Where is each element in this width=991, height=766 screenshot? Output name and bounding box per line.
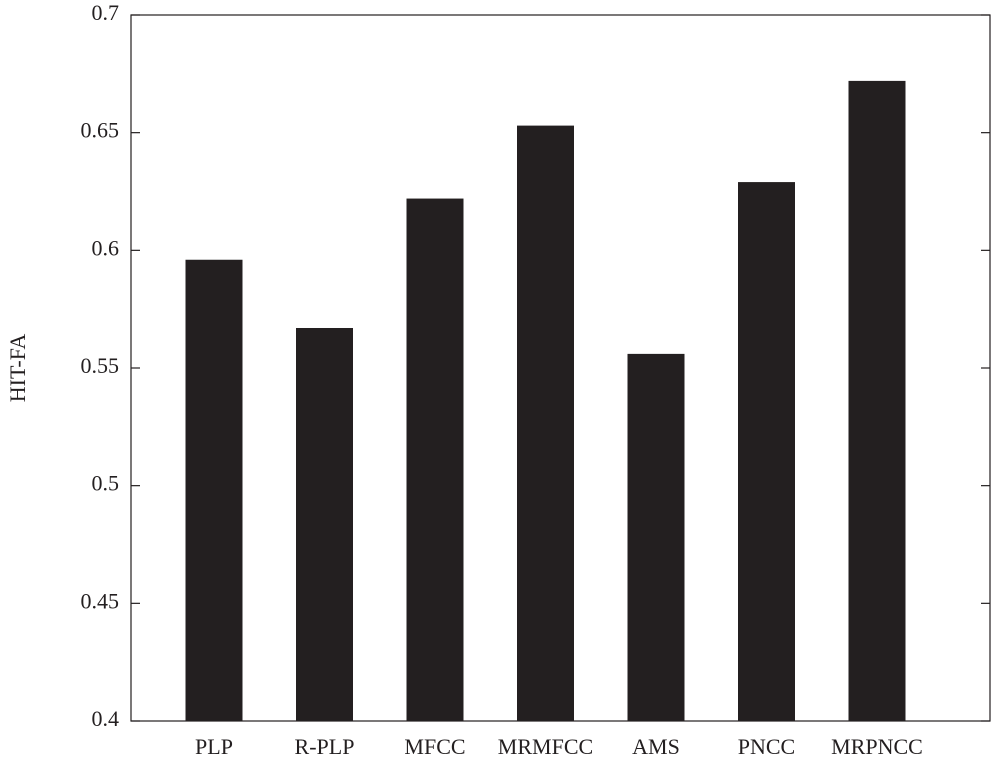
bar (517, 125, 574, 721)
y-tick-label: 0.45 (81, 588, 120, 613)
y-tick-label: 0.65 (81, 118, 120, 143)
x-tick-label: AMS (632, 734, 680, 759)
bar (185, 259, 243, 721)
x-tick-label: R-PLP (295, 734, 355, 759)
y-tick-label: 0.6 (92, 235, 120, 260)
x-tick-label: MRPNCC (831, 734, 923, 759)
x-tick-label: MFCC (404, 734, 465, 759)
y-tick-label: 0.55 (81, 353, 120, 378)
y-axis-label: HIT-FA (5, 334, 30, 403)
y-tick-label: 0.5 (92, 471, 120, 496)
bar (406, 198, 464, 721)
y-tick-label: 0.4 (92, 706, 120, 731)
bar (848, 80, 906, 722)
y-tick-label: 0.7 (92, 0, 120, 25)
x-tick-label: MRMFCC (498, 734, 593, 759)
x-tick-label: PLP (195, 734, 233, 759)
bar (738, 182, 795, 721)
x-tick-label: PNCC (738, 734, 795, 759)
bar (296, 327, 353, 721)
bar (627, 353, 685, 721)
